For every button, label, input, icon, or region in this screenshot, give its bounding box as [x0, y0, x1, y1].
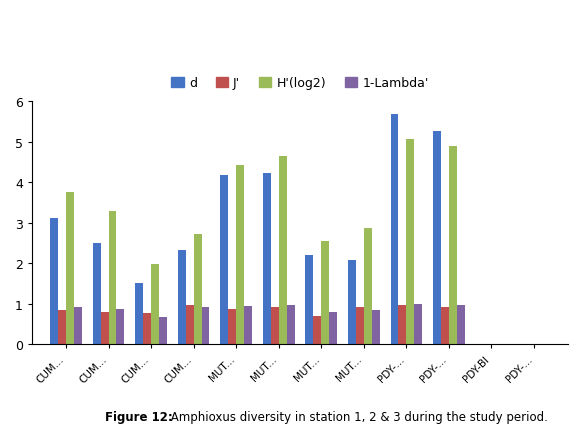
Bar [398, 305, 406, 344]
Bar [236, 166, 244, 344]
Bar [58, 310, 66, 344]
Legend: d, J', H'(log2), 1-Lambda': d, J', H'(log2), 1-Lambda' [166, 72, 434, 95]
Bar [441, 307, 449, 344]
Bar [372, 310, 380, 344]
Bar [356, 308, 364, 344]
Bar [108, 212, 117, 344]
Bar [50, 218, 58, 344]
Bar [321, 241, 329, 344]
Text: Figure 12:: Figure 12: [105, 410, 173, 423]
Bar [263, 174, 271, 344]
Bar [457, 305, 465, 344]
Bar [279, 157, 287, 344]
Bar [406, 140, 415, 344]
Bar [178, 250, 186, 344]
Bar [202, 307, 209, 344]
Bar [194, 235, 202, 344]
Bar [449, 146, 457, 344]
Bar [117, 309, 124, 344]
Bar [287, 305, 294, 344]
Bar [186, 305, 194, 344]
Bar [348, 260, 356, 344]
Bar [74, 308, 82, 344]
Bar [271, 307, 279, 344]
Bar [244, 306, 252, 344]
Bar [135, 283, 143, 344]
Bar [93, 243, 101, 344]
Bar [151, 265, 159, 344]
Bar [415, 304, 422, 344]
Bar [329, 312, 337, 344]
Bar [66, 193, 74, 344]
Bar [314, 316, 321, 344]
Bar [433, 132, 441, 344]
Bar [220, 176, 229, 344]
Bar [159, 317, 167, 344]
Bar [305, 256, 314, 344]
Bar [143, 313, 151, 344]
Bar [101, 312, 108, 344]
Bar [229, 309, 236, 344]
Text: Amphioxus diversity in station 1, 2 & 3 during the study period.: Amphioxus diversity in station 1, 2 & 3 … [167, 410, 548, 423]
Bar [364, 229, 372, 344]
Bar [391, 115, 398, 344]
